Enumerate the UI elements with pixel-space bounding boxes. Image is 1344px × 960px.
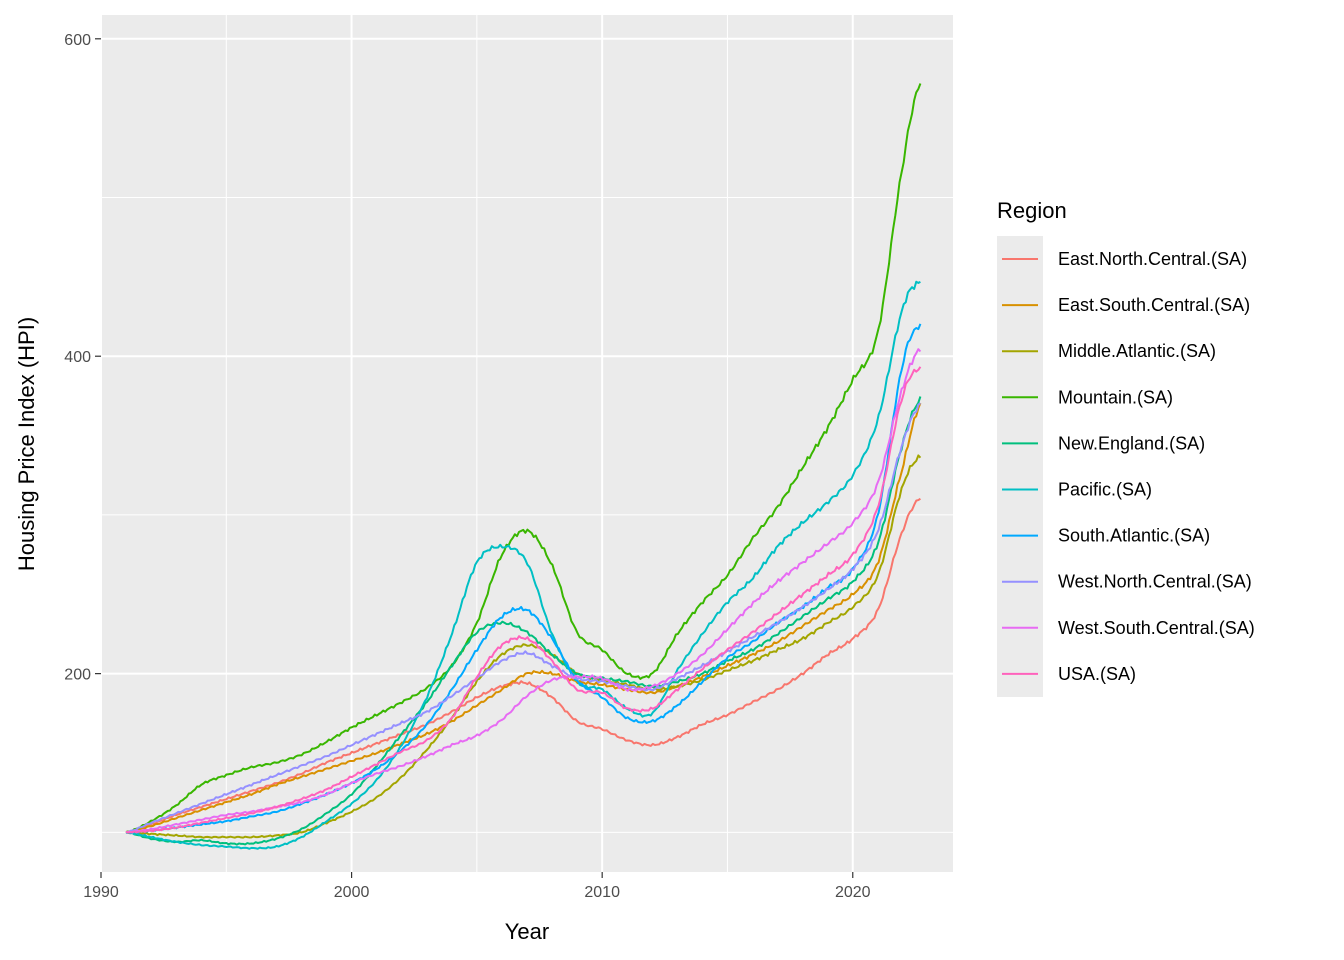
legend-label: East.North.Central.(SA) [1058,249,1247,269]
series-line-new-england-sa [125,396,922,846]
series-line-middle-atlantic-sa [125,454,922,839]
series-line-mountain-sa [125,83,922,833]
series-line-usa-sa [125,366,922,834]
legend-title: Region [997,198,1067,223]
legend-label: New.England.(SA) [1058,433,1205,453]
legend-label: USA.(SA) [1058,664,1136,684]
legend: Region East.North.Central.(SA) East.South… [997,198,1255,697]
minor-gridlines [101,15,953,872]
x-axis: 1990 2000 2010 2020 [83,872,871,901]
x-tick-label: 1990 [83,884,119,901]
legend-label: West.North.Central.(SA) [1058,572,1252,592]
legend-label: West.South.Central.(SA) [1058,618,1255,638]
series-line-east-south-central-sa [125,402,922,834]
legend-key-background [997,236,1043,697]
x-tick-label: 2010 [584,884,620,901]
y-axis: 200 400 600 [64,32,101,684]
legend-label: South.Atlantic.(SA) [1058,526,1210,546]
plot-panel [101,15,953,872]
legend-label: East.South.Central.(SA) [1058,295,1250,315]
series-line-west-south-central-sa [125,348,922,834]
y-tick-label: 400 [64,349,91,366]
legend-label: Middle.Atlantic.(SA) [1058,341,1216,361]
series-line-west-north-central-sa [125,402,921,834]
x-axis-title: Year [505,919,549,944]
y-tick-label: 200 [64,667,91,684]
x-tick-label: 2000 [334,884,370,901]
series-lines [125,83,922,850]
legend-label: Mountain.(SA) [1058,387,1173,407]
y-axis-title: Housing Price Index (HPI) [14,317,39,571]
legend-label: Pacific.(SA) [1058,480,1152,500]
series-line-pacific-sa [125,280,921,850]
x-tick-label: 2020 [835,884,871,901]
series-line-east-north-central-sa [125,497,921,834]
y-tick-label: 600 [64,32,91,49]
